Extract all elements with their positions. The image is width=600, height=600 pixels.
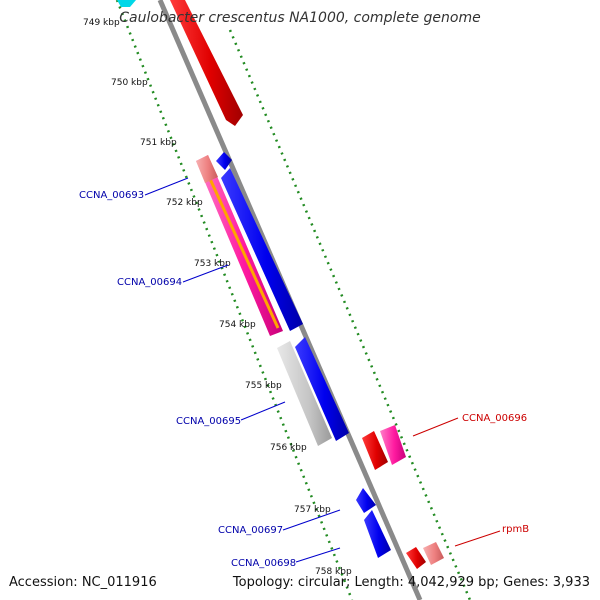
tick-label-754kbp: 754 kbp bbox=[219, 320, 256, 330]
ccna-00696-feature-b bbox=[380, 425, 406, 465]
gene-label-ccna-00695: CCNA_00695 bbox=[176, 416, 241, 427]
gene-label-ccna-00697: CCNA_00697 bbox=[218, 525, 283, 536]
tick-label-755kbp: 755 kbp bbox=[245, 381, 282, 391]
cyan-feature-fragment bbox=[117, 0, 136, 7]
tick-label-757kbp: 757 kbp bbox=[294, 505, 331, 515]
rpmB-feature-a bbox=[406, 547, 426, 569]
leader-ccna-00695 bbox=[240, 401, 286, 421]
ccna-00694-feature bbox=[221, 168, 303, 331]
leader-ccna-00698 bbox=[295, 547, 341, 563]
forward-cds-top bbox=[170, 0, 243, 126]
inner-tick-track bbox=[115, 0, 354, 600]
tick-label-756kbp: 756 kbp bbox=[270, 443, 307, 453]
ccna-00693-feature bbox=[216, 152, 232, 170]
gene-label-ccna-00693: CCNA_00693 bbox=[79, 190, 144, 201]
rpmB-feature-b bbox=[423, 542, 444, 565]
leader-ccna-00696 bbox=[412, 417, 459, 437]
gene-label-rpmB: rpmB bbox=[502, 524, 529, 535]
gene-label-ccna-00696: CCNA_00696 bbox=[462, 413, 527, 424]
highlight-strip bbox=[204, 169, 280, 329]
reverse-cds-long bbox=[295, 337, 349, 441]
tick-label-753kbp: 753 kbp bbox=[194, 259, 231, 269]
leader-rpmB bbox=[454, 530, 501, 547]
tick-label-758kbp: 758 kbp bbox=[315, 567, 352, 577]
tick-label-750kbp: 750 kbp bbox=[111, 78, 148, 88]
gene-label-ccna-00694: CCNA_00694 bbox=[117, 277, 182, 288]
tick-label-752kbp: 752 kbp bbox=[166, 198, 203, 208]
ccna-00698-feature bbox=[364, 510, 391, 558]
genome-summary: Topology: circular; Length: 4,042,929 bp… bbox=[232, 575, 590, 590]
gene-label-ccna-00698: CCNA_00698 bbox=[231, 558, 296, 569]
map-title: Caulobacter crescentus NA1000, complete … bbox=[119, 10, 481, 26]
salmon-cap bbox=[196, 155, 218, 183]
tick-label-751kbp: 751 kbp bbox=[140, 138, 177, 148]
leader-ccna-00694 bbox=[182, 264, 229, 283]
tick-label-749kbp: 749 kbp bbox=[83, 18, 120, 28]
ccna-00697-feature bbox=[356, 488, 376, 513]
leader-ccna-00697 bbox=[282, 509, 341, 531]
leader-ccna-00693 bbox=[144, 177, 189, 196]
outer-tick-track bbox=[228, 29, 472, 600]
accession-info: Accession: NC_011916 bbox=[9, 575, 157, 590]
ccna-00696-feature-a bbox=[362, 431, 388, 470]
ccna-00695-feature bbox=[277, 341, 332, 446]
